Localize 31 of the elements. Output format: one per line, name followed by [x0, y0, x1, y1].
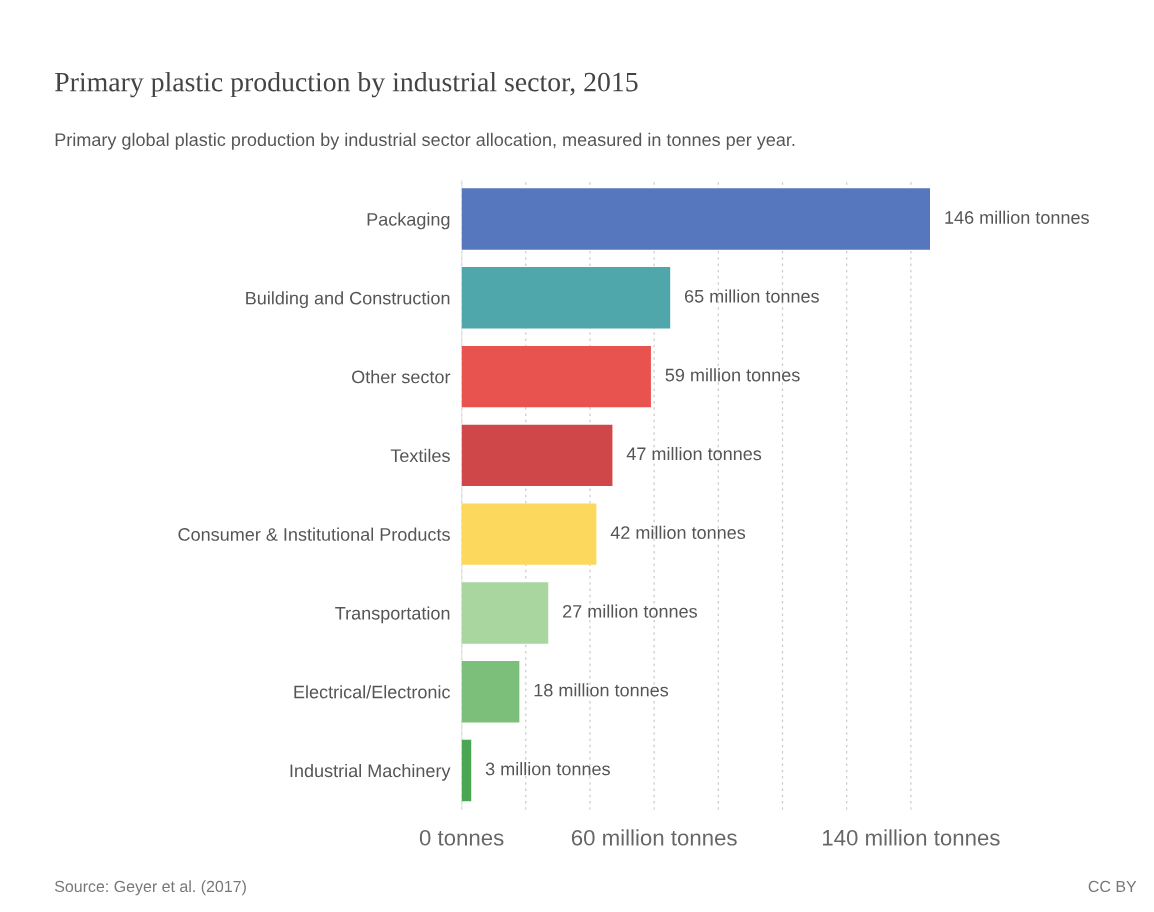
bar [461, 424, 613, 487]
data-label: 27 million tonnes [563, 604, 697, 618]
y-tick-label: Electrical/Electronic [294, 685, 451, 699]
text: CC BY [1088, 880, 1137, 893]
y-tick-label: Consumer & Institutional Products [178, 527, 450, 541]
chart-subtitle: Primary global plastic production by industrial sector allocation, measured in tonnes per year. [55, 132, 795, 150]
x-tick-label: 0 tonnes [419, 829, 504, 846]
chart-title: Primary plastic production by industrial sector, 2015 [55, 71, 638, 98]
data-label: 47 million tonnes [626, 446, 762, 461]
bar [461, 188, 931, 250]
bar [461, 660, 520, 723]
bar [461, 345, 651, 408]
bar [461, 267, 671, 329]
bar [461, 503, 597, 565]
y-tick-label: Packaging [367, 212, 450, 230]
y-tick-label: Textiles [390, 448, 450, 463]
data-label: 3 million tonnes [485, 762, 610, 776]
y-tick-label: Other sector [352, 370, 451, 384]
data-label: 18 million tonnes [534, 683, 669, 697]
x-tick-label: 140 million tonnes [823, 829, 1000, 846]
y-tick-label: Building and Construction [246, 291, 450, 309]
source-note: Source: Geyer et al. (2017) [54, 880, 246, 896]
data-label: 146 million tonnes [945, 210, 1089, 224]
y-tick-label: Industrial Machinery [290, 763, 451, 781]
data-label: 42 million tonnes [610, 525, 746, 539]
bar [461, 582, 549, 644]
data-label: 59 million tonnes [665, 368, 800, 382]
y-tick-label: Transportation [335, 606, 450, 624]
data-label: 65 million tonnes [685, 289, 819, 303]
bar [461, 739, 472, 802]
x-tick-label: 60 million tonnes [571, 829, 737, 846]
